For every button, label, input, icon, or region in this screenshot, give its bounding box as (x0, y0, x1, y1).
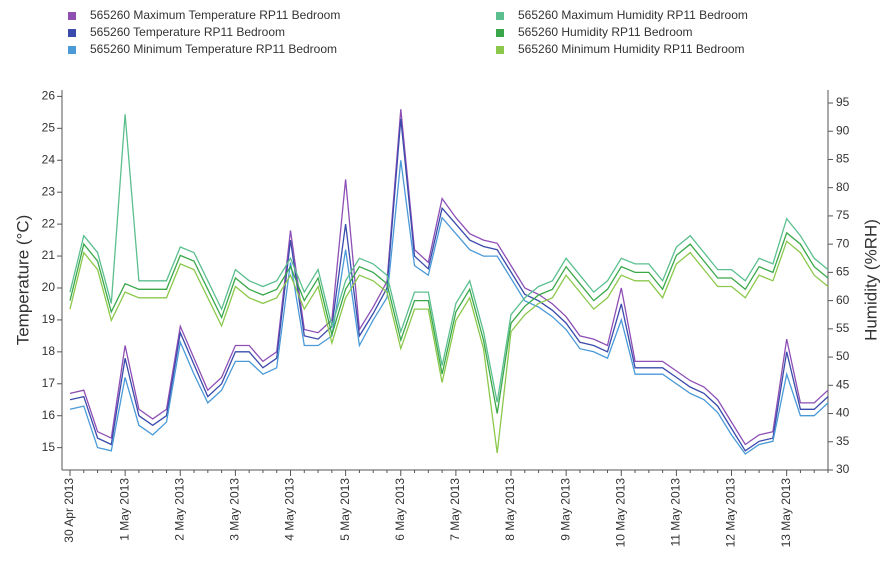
y-tick-label: 18 (42, 344, 56, 358)
y-tick-label: 25 (42, 120, 56, 134)
y2-tick-label: 65 (836, 265, 850, 279)
y-tick-label: 22 (42, 216, 56, 230)
y2-tick-label: 30 (836, 462, 850, 476)
y-tick-label: 26 (42, 89, 56, 103)
x-tick-label: 11 May 2013 (669, 478, 683, 547)
y-tick-label: 21 (42, 248, 56, 262)
y2-tick-label: 60 (836, 293, 850, 307)
legend-label: 565260 Minimum Humidity RP11 Bedroom (518, 42, 745, 56)
y-tick-label: 20 (42, 280, 56, 294)
legend-marker (68, 46, 76, 54)
y2-axis-title: Humidity (%RH) (861, 219, 880, 341)
legend-label: 565260 Maximum Humidity RP11 Bedroom (518, 8, 748, 22)
y2-tick-label: 95 (836, 95, 850, 109)
y2-tick-label: 35 (836, 434, 850, 448)
y-tick-label: 19 (42, 312, 56, 326)
x-tick-label: 10 May 2013 (613, 478, 627, 548)
y-tick-label: 17 (42, 376, 56, 390)
y2-tick-label: 40 (836, 406, 850, 420)
legend-marker (496, 29, 504, 37)
legend-label: 565260 Humidity RP11 Bedroom (518, 25, 693, 39)
x-tick-label: 8 May 2013 (503, 478, 517, 541)
y2-tick-label: 55 (836, 321, 850, 335)
series-line (69, 240, 829, 454)
y-tick-label: 24 (42, 152, 56, 166)
x-tick-label: 2 May 2013 (172, 478, 186, 541)
legend-marker (496, 46, 504, 54)
x-tick-label: 12 May 2013 (724, 478, 738, 548)
y-axis-title: Temperature (°C) (13, 215, 32, 346)
y-tick-label: 15 (42, 440, 56, 454)
legend-marker (68, 12, 76, 20)
y2-tick-label: 85 (836, 152, 850, 166)
x-tick-label: 30 Apr 2013 (62, 478, 76, 543)
x-tick-label: 5 May 2013 (338, 478, 352, 541)
y2-tick-label: 90 (836, 123, 850, 137)
x-tick-label: 6 May 2013 (393, 478, 407, 541)
legend-label: 565260 Maximum Temperature RP11 Bedroom (90, 8, 340, 22)
series-line (69, 231, 829, 414)
y2-tick-label: 45 (836, 377, 850, 391)
legend-label: 565260 Minimum Temperature RP11 Bedroom (90, 42, 337, 56)
legend-marker (496, 12, 504, 20)
x-tick-label: 13 May 2013 (779, 478, 793, 548)
series-line (69, 109, 829, 446)
y-tick-label: 23 (42, 184, 56, 198)
x-tick-label: 7 May 2013 (448, 478, 462, 541)
x-tick-label: 4 May 2013 (283, 478, 297, 541)
x-tick-label: 9 May 2013 (558, 478, 572, 541)
series-line (69, 160, 829, 455)
x-tick-label: 1 May 2013 (117, 478, 131, 541)
x-tick-label: 3 May 2013 (228, 478, 242, 541)
y2-tick-label: 75 (836, 208, 850, 222)
y2-tick-label: 50 (836, 349, 850, 363)
series-line (69, 118, 829, 452)
legend-label: 565260 Temperature RP11 Bedroom (90, 25, 285, 39)
y2-tick-label: 80 (836, 180, 850, 194)
series-line (69, 114, 829, 403)
legend-marker (68, 29, 76, 37)
y-tick-label: 16 (42, 408, 56, 422)
y2-tick-label: 70 (836, 236, 850, 250)
